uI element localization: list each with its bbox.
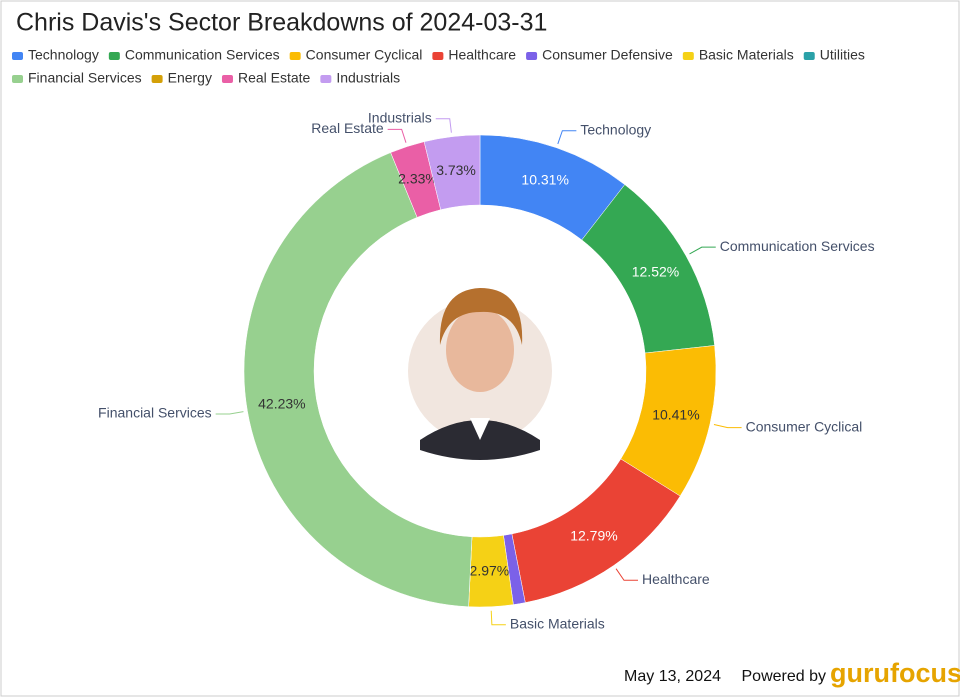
legend-label: Real Estate [238,70,311,86]
value-label: 3.73% [436,162,476,178]
slice-name: Financial Services [98,405,212,421]
legend-label: Energy [168,70,212,86]
slice-name: Technology [580,121,651,137]
legend-label: Consumer Defensive [542,47,673,63]
legend-label: Consumer Cyclical [306,47,423,63]
value-label: 10.31% [521,172,568,188]
value-label: 2.33% [398,171,438,187]
legend-swatch [320,75,332,83]
legend-swatch [108,52,120,60]
legend-label: Communication Services [125,47,280,63]
slice-name: Real Estate [311,120,384,136]
leader-line [435,118,452,133]
legend-label: Utilities [820,47,865,63]
legend-swatch [526,52,538,60]
value-label: 12.52% [632,264,679,280]
leader-line [615,568,638,581]
leader-line [689,246,716,255]
slice-name: Consumer Cyclical [746,418,863,434]
slice-name: Basic Materials [510,615,605,631]
value-label: 12.79% [570,527,617,543]
legend-swatch [432,52,444,60]
legend-label: Healthcare [448,47,516,63]
legend-label: Financial Services [28,70,142,86]
legend-swatch [682,52,694,60]
leader-line [215,411,244,415]
footer-powered: Powered by [742,668,827,685]
leader-line [490,610,506,626]
leader-line [557,130,577,145]
value-label: 2.97% [470,562,510,578]
chart-title: Chris Davis's Sector Breakdowns of 2024-… [16,9,547,37]
slice-name: Industrials [368,110,432,126]
donut-slice [243,152,473,607]
slice-name: Healthcare [642,571,710,587]
legend-swatch [151,75,163,83]
legend-label: Industrials [336,70,400,86]
legend-swatch [803,52,815,60]
value-label: 10.41% [652,407,699,423]
footer-date: May 13, 2024 [624,668,721,685]
legend-label: Technology [28,47,99,63]
brand-logo: gurufocus [830,658,960,688]
legend-label: Basic Materials [699,47,794,63]
value-label: 42.23% [258,396,305,412]
donut-slice [423,134,481,211]
leader-line [713,424,742,429]
legend-swatch [289,52,301,60]
slice-name: Communication Services [720,238,875,254]
portrait [408,288,552,460]
legend-swatch [221,75,233,83]
legend-swatch [12,75,23,83]
leader-line [387,128,407,143]
legend-swatch [12,52,23,60]
